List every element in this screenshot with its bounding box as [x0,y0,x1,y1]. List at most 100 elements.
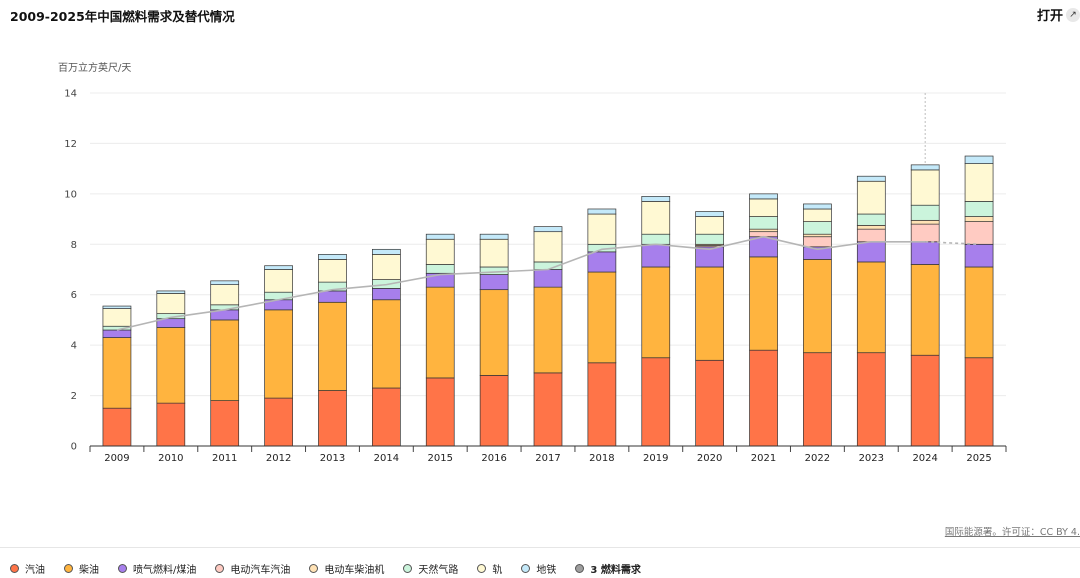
bar-segment [749,256,778,351]
x-tick-label: 2018 [589,453,614,464]
y-tick-label: 8 [71,240,77,251]
legend-item[interactable]: 电动汽车汽油 [215,561,290,576]
bar-segment [910,264,940,356]
bar-segment [803,203,832,210]
x-tick-label: 2025 [966,453,991,464]
bar-segment [856,225,886,230]
legend-divider [0,547,1080,548]
y-tick-label: 0 [71,442,77,453]
expand-arrow-icon[interactable]: ↗ [1066,7,1080,22]
bar-segment [425,264,455,274]
bar-segment [856,241,886,263]
legend-swatch [215,564,225,573]
bar-segment [102,407,132,447]
bar-segment [641,201,671,235]
bar-segment [910,241,940,265]
legend-item[interactable]: 柴油 [64,561,99,576]
legend-swatch [575,564,585,573]
bar-segment [156,290,186,294]
chart-title: 2009-2025年中国燃料需求及替代情况 [10,9,235,24]
bar-segment [910,219,940,225]
legend-swatch [10,564,19,573]
chart-legend: 汽油 柴油 喷气燃料/煤油 电动汽车汽油 电动车柴油机 天然气路 轨 地铁 3 燃料需求 [10,561,641,576]
bar-segment [964,163,994,202]
stacked-bar-chart: 0 2 4 6 8 10 12 14 2009 2010 2011 2012 2013 2014 2015 2… [64,89,1007,464]
bar-segment [910,169,940,206]
bar-segment [856,228,886,243]
bar-segment [964,216,994,222]
bar-segment [803,221,832,235]
x-tick-label: 2009 [104,453,129,464]
bar-segment [210,284,240,306]
bar-segment [372,299,401,389]
legend-swatch [118,564,127,573]
x-tick-label: 2021 [751,453,776,464]
bar-segment [695,211,724,217]
bar-segment [264,397,293,447]
bar-segment [156,402,186,447]
bar-segment [102,308,132,327]
y-tick-label: 12 [64,139,77,150]
legend-item[interactable]: 轨 [477,561,502,576]
x-tick-label: 2015 [428,453,453,464]
bar-segment [803,352,832,447]
x-tick-label: 2024 [912,453,937,464]
y-tick-label: 6 [71,290,77,301]
bar-segment [910,354,940,447]
legend-item[interactable]: 地铁 [521,561,556,576]
legend-label: 汽油 [25,565,45,576]
legend-label: 电动汽车汽油 [230,565,291,576]
legend-label: 3 燃料需求 [590,565,641,576]
bar-segment [318,390,347,447]
bar-segment [587,271,617,364]
legend-item[interactable]: 喷气燃料/煤油 [118,561,196,576]
bar-segment [641,233,671,245]
legend-label: 柴油 [79,565,99,576]
open-button[interactable]: 打开 [1036,9,1063,24]
legend-item[interactable]: 电动车柴油机 [309,561,384,576]
legend-item[interactable]: 天然气路 [403,561,458,576]
bar-segment [479,289,509,376]
y-tick-label: 10 [64,189,77,200]
bar-segment [749,216,778,230]
bar-segment [264,265,293,270]
bar-segment [695,266,724,361]
bar-segment [102,305,132,309]
source-credit[interactable]: 国际能源署。许可证：CC BY 4. [944,527,1080,538]
bar-segment [318,301,347,391]
bar-segment [641,357,671,447]
bar-segment [479,274,509,291]
bar-segment [641,243,671,268]
bar-segment [318,259,347,283]
bar-segment [533,372,563,447]
bar-segment [102,329,132,338]
bar-segment [533,231,563,263]
bar-segment [479,233,509,240]
bar-segment [318,290,347,303]
bar-segment [264,269,293,293]
bar-segment [264,309,293,399]
bar-segment [533,269,563,288]
bar-segment [156,293,186,314]
legend-item[interactable]: 汽油 [10,561,45,576]
bar-segment [964,243,994,268]
bar-segment [910,164,940,171]
bar-segment [964,221,994,245]
bar-segment [533,226,563,233]
bar-segment [479,375,509,447]
y-axis-label: 百万立方英尺/天 [58,63,132,74]
bar-segment [641,266,671,359]
bar-segment [749,193,778,200]
legend-item[interactable]: 3 燃料需求 [575,561,641,576]
x-tick-label: 2023 [859,453,884,464]
y-tick-label: 4 [71,341,77,352]
legend-swatch [309,564,319,573]
demand-line-projection [925,240,980,246]
bar-segment [372,248,401,255]
bar-segment [210,400,240,447]
legend-label: 喷气燃料/煤油 [133,565,197,576]
open-control[interactable]: 打开 ↗ [1037,5,1080,24]
bar-segment [372,288,401,301]
x-tick-label: 2013 [320,453,345,464]
bar-segment [803,233,832,238]
